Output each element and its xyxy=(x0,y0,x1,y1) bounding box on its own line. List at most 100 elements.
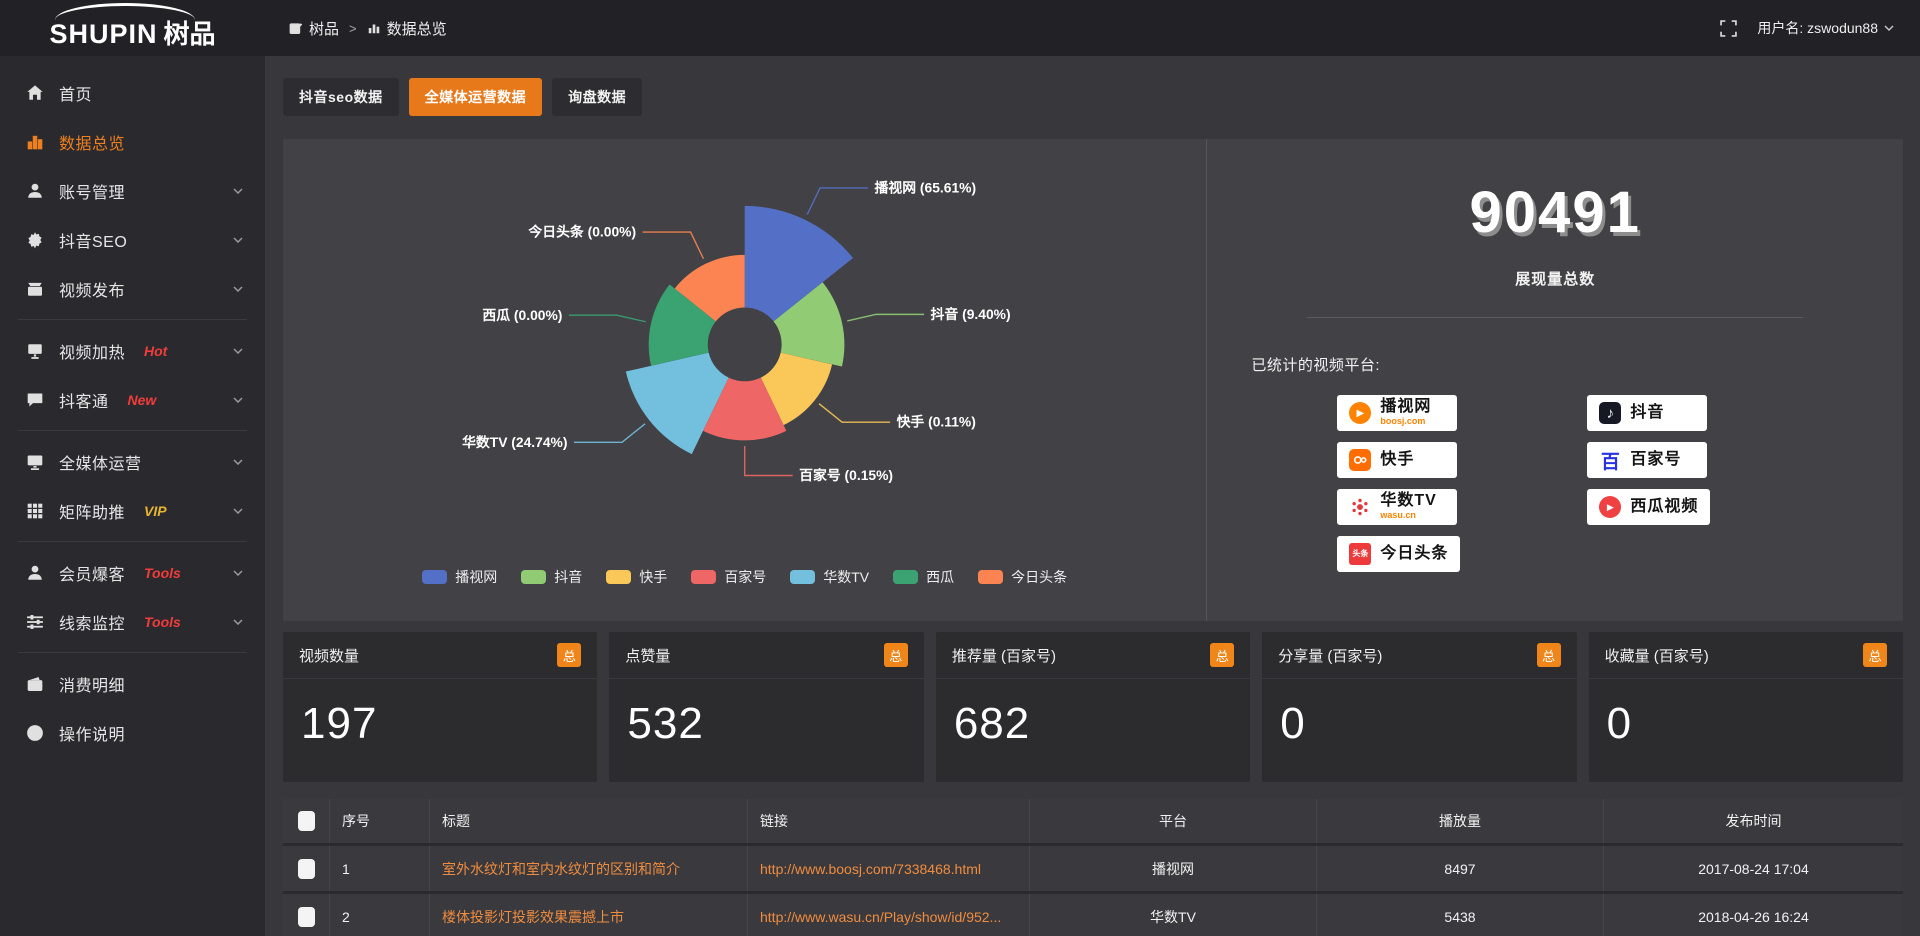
sidebar-item-home[interactable]: 首页 xyxy=(0,68,265,117)
wasu-logo-icon xyxy=(1349,496,1371,518)
sidebar-item-clue-monitor[interactable]: 线索监控 Tools xyxy=(0,597,265,646)
overview-panel: 播视网 (65.61%) 抖音 (9.40%) 快手 (0.11%) 百家号 (0.1… xyxy=(283,139,1903,621)
sidebar-item-doketong[interactable]: 抖客通 New xyxy=(0,375,265,424)
divider xyxy=(1307,317,1804,318)
edit-square-icon xyxy=(289,23,303,34)
pie-label-line xyxy=(806,187,869,215)
card-recommendations: 推荐量 (百家号) 总 682 xyxy=(935,632,1251,782)
chevron-down-icon xyxy=(233,396,243,403)
kuaishou-logo-icon xyxy=(1349,449,1372,471)
platform-badge-kuaishou: 快手 xyxy=(1337,442,1458,478)
pie-label: 百家号 (0.15%) xyxy=(799,467,893,483)
pie-slice-快手[interactable] xyxy=(760,352,833,426)
brand-logo: SHUPIN 树品 xyxy=(0,0,265,56)
legend-item[interactable]: 西瓜 xyxy=(893,567,954,587)
cell-url-link[interactable]: http://www.wasu.cn/Play/show/id/952... xyxy=(747,894,1029,936)
header-platform: 平台 xyxy=(1029,799,1316,843)
platforms-title: 已统计的视频平台: xyxy=(1251,357,1381,374)
cell-no: 1 xyxy=(329,846,429,891)
tab-omni-media-data[interactable]: 全媒体运营数据 xyxy=(408,78,543,116)
sidebar-item-help[interactable]: ? 操作说明 xyxy=(0,708,265,757)
chevron-down-icon xyxy=(233,236,243,243)
pie-slice-播视网[interactable] xyxy=(744,205,854,322)
breadcrumb-current[interactable]: 数据总览 xyxy=(367,18,447,39)
card-value: 532 xyxy=(627,699,704,748)
cell-time: 2017-08-24 17:04 xyxy=(1603,846,1903,891)
pie-slice-华数TV[interactable] xyxy=(625,352,729,455)
sidebar-item-data-overview[interactable]: 数据总览 xyxy=(0,117,265,166)
breadcrumb-separator: > xyxy=(349,20,357,36)
chevron-down-icon xyxy=(233,507,243,514)
sidebar-item-matrix-boost[interactable]: 矩阵助推 VIP xyxy=(0,486,265,535)
pie-slice-百家号[interactable] xyxy=(703,377,787,441)
breadcrumb-root[interactable]: 树品 xyxy=(289,18,339,39)
member-icon xyxy=(26,564,44,582)
cell-platform: 播视网 xyxy=(1029,846,1316,891)
screen-icon xyxy=(26,453,44,471)
new-tag: New xyxy=(127,391,157,408)
pie-label-line xyxy=(818,403,891,423)
legend-item[interactable]: 抖音 xyxy=(521,567,582,587)
chevron-down-icon xyxy=(233,347,243,354)
sidebar-item-member-tools[interactable]: 会员爆客 Tools xyxy=(0,548,265,597)
cell-url-link[interactable]: http://www.boosj.com/7338468.html xyxy=(747,846,1029,891)
xigua-logo-icon: ▶ xyxy=(1599,496,1622,518)
sidebar-item-video-heat[interactable]: 视频加热 Hot xyxy=(0,326,265,375)
topbar: SHUPIN 树品 树品 > 数据总览 用户名: zswodun88 xyxy=(0,0,1920,56)
legend-item[interactable]: 华数TV xyxy=(790,567,869,587)
platform-badge-douyin: ♪ 抖音 xyxy=(1587,395,1708,431)
card-value: 0 xyxy=(1606,699,1633,748)
select-all-checkbox[interactable] xyxy=(297,811,315,831)
header-link: 链接 xyxy=(747,799,1029,843)
legend-chip xyxy=(790,570,816,584)
legend-chip xyxy=(422,570,448,584)
baijiahao-logo-icon: 百 xyxy=(1600,451,1620,473)
vip-tag: VIP xyxy=(144,502,167,519)
monitor-icon xyxy=(26,342,44,360)
legend-item[interactable]: 今日头条 xyxy=(978,567,1067,587)
cell-title-link[interactable]: 室外水纹灯和室内水纹灯的区别和简介 xyxy=(429,846,747,891)
sidebar-item-video-publish[interactable]: 视频发布 xyxy=(0,264,265,313)
gear-icon xyxy=(26,231,44,249)
header-title: 标题 xyxy=(429,799,747,843)
pie-label: 西瓜 (0.00%) xyxy=(482,307,562,323)
chevron-down-icon xyxy=(233,618,243,625)
sidebar-item-consumption-detail[interactable]: 消费明细 xyxy=(0,659,265,708)
pie-slice-西瓜[interactable] xyxy=(648,284,716,366)
total-badge: 总 xyxy=(557,643,582,667)
cell-title-link[interactable]: 楼体投影灯投影效果震撼上市 xyxy=(429,894,747,936)
row-checkbox[interactable] xyxy=(297,858,315,879)
legend-item[interactable]: 快手 xyxy=(606,567,667,587)
row-checkbox[interactable] xyxy=(297,906,315,927)
tab-inquiry-data[interactable]: 询盘数据 xyxy=(552,78,643,116)
pie-slice-今日头条[interactable] xyxy=(674,254,745,322)
card-value: 0 xyxy=(1280,699,1306,748)
user-menu[interactable]: 用户名: zswodun88 xyxy=(1757,18,1894,38)
username: 用户名: zswodun88 xyxy=(1757,20,1878,36)
total-badge: 总 xyxy=(883,643,908,667)
legend-chip xyxy=(606,570,632,584)
cell-no: 2 xyxy=(329,894,429,936)
card-value: 682 xyxy=(953,699,1031,748)
sidebar-item-douyin-seo[interactable]: 抖音SEO xyxy=(0,215,265,264)
sidebar-item-account[interactable]: 账号管理 xyxy=(0,166,265,215)
legend-item[interactable]: 百家号 xyxy=(691,567,766,587)
fullscreen-icon xyxy=(1720,19,1737,37)
header-time: 发布时间 xyxy=(1603,799,1903,843)
sidebar-item-omni-media[interactable]: 全媒体运营 xyxy=(0,437,265,486)
impressions-total-value: 90491 xyxy=(1469,180,1641,245)
legend-item[interactable]: 播视网 xyxy=(422,567,497,587)
platform-badge-baijiahao: 百 百家号 xyxy=(1587,442,1708,478)
chevron-down-icon xyxy=(233,569,243,576)
divider xyxy=(18,541,247,542)
tab-douyin-seo-data[interactable]: 抖音seo数据 xyxy=(283,78,399,116)
pie-slice-抖音[interactable] xyxy=(773,282,845,367)
legend-chip xyxy=(893,570,919,584)
stat-cards: 视频数量总 197 点赞量总 532 推荐量 (百家号) 总 682 分享量 (百… xyxy=(283,632,1904,782)
bar-chart-icon xyxy=(368,24,379,34)
fullscreen-button[interactable] xyxy=(1719,19,1737,37)
wallet-icon xyxy=(26,675,44,693)
table-row: 2 楼体投影灯投影效果震撼上市 http://www.wasu.cn/Play/… xyxy=(283,894,1903,936)
legend-chip xyxy=(691,570,717,584)
chevron-down-icon xyxy=(233,285,243,292)
